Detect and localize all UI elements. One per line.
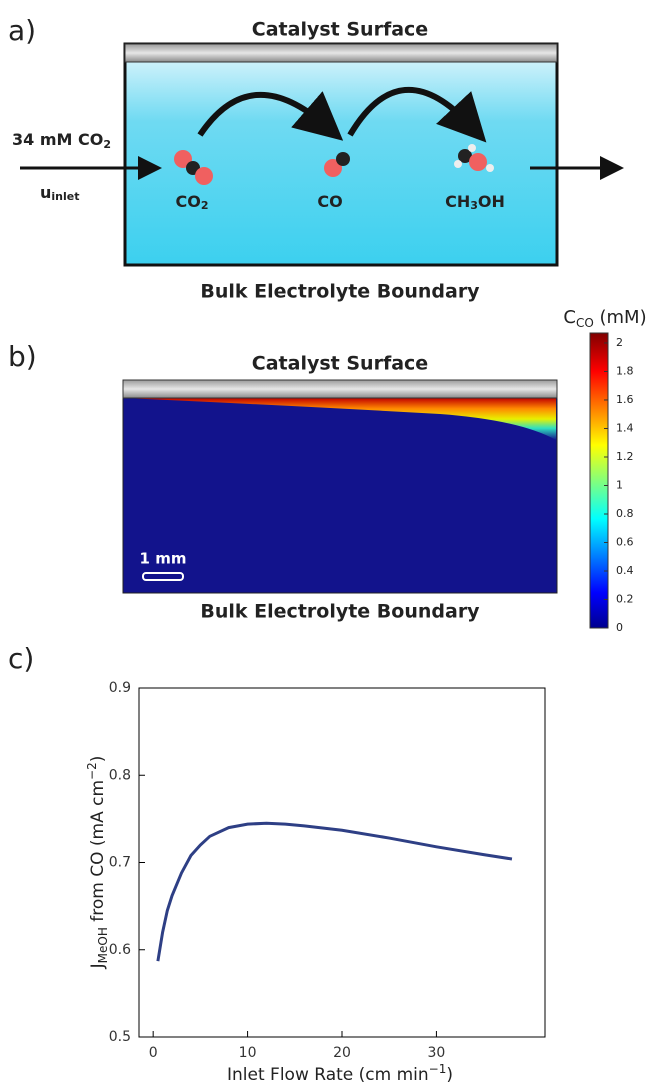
species-label: CO: [317, 192, 342, 211]
molecule: [174, 150, 213, 185]
inlet-label: 34 mM CO2: [12, 130, 111, 152]
catalyst: [122, 379, 558, 399]
colorbar-tick-label: 1.6: [616, 393, 634, 406]
species-label: CO2: [176, 192, 209, 213]
plot-frame: [138, 687, 546, 1038]
colorbar-tick-label: 0.4: [616, 564, 634, 577]
catalyst: [124, 43, 558, 63]
x-axis-label: Inlet Flow Rate (cm min−1): [227, 1062, 453, 1085]
arrow: [197, 91, 344, 141]
y-axis-label: JMeOH from CO (mA cm−2): [85, 756, 110, 970]
panel-label: b): [8, 340, 37, 373]
y-tick-label: 0.6: [109, 942, 131, 958]
colorbar-tick-label: 1.2: [616, 450, 634, 463]
x-tick-label: 30: [428, 1045, 446, 1061]
x-tick-label: 20: [333, 1045, 351, 1061]
boundary-label: Bulk Electrolyte Boundary: [200, 281, 480, 303]
surface-label: Catalyst Surface: [252, 353, 428, 375]
colorbar-title: CCO (mM): [563, 307, 646, 330]
x-tick-label: 10: [239, 1045, 257, 1061]
panel-label: c): [8, 642, 34, 675]
colorbar-tick-label: 0.6: [616, 535, 634, 548]
plume: [124, 398, 556, 440]
colorbar-tick-label: 0: [616, 621, 623, 634]
scale-label: 1 mm: [140, 550, 187, 568]
colorbar-tick-label: 1.4: [616, 421, 634, 434]
colorbar-tick-label: 0.8: [616, 507, 634, 520]
y-tick-label: 0.8: [109, 767, 131, 783]
colorbar-tick-label: 1: [616, 478, 623, 491]
molecule: [454, 144, 494, 172]
surface-label: Catalyst Surface: [252, 19, 428, 41]
y-tick-label: 0.5: [109, 1029, 131, 1045]
velocity-label: uinlet: [40, 183, 79, 204]
y-tick-label: 0.9: [109, 680, 131, 696]
y-tick-label: 0.7: [109, 855, 131, 871]
colorbar-tick-label: 0.2: [616, 592, 634, 605]
colorbar: [589, 332, 609, 629]
scale-bar: [142, 572, 184, 581]
x-tick-label: 0: [149, 1045, 158, 1061]
boundary-label: Bulk Electrolyte Boundary: [200, 601, 480, 623]
arrow: [347, 87, 487, 143]
molecule: [324, 152, 350, 177]
line: [156, 821, 513, 962]
colorbar-tick-label: 2: [616, 336, 623, 349]
panel-label: a): [8, 14, 36, 47]
species-label: CH3OH: [445, 192, 505, 213]
colorbar-tick-label: 1.8: [616, 364, 634, 377]
